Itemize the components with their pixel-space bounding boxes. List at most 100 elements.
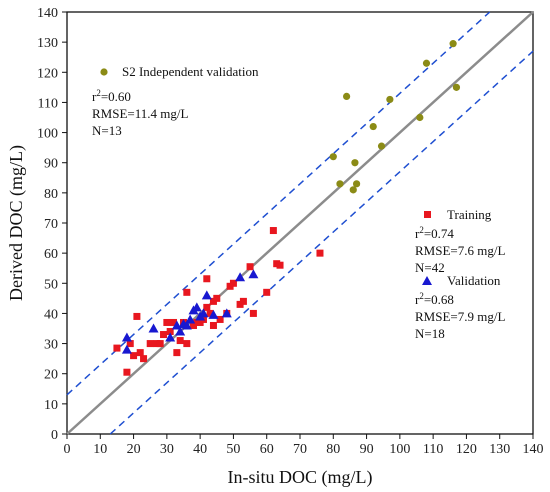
data-point-triangle <box>198 308 209 318</box>
legend-training-marker <box>424 211 431 218</box>
data-point-triangle <box>221 308 232 318</box>
data-point-square <box>163 318 171 326</box>
data-point-square <box>140 355 148 363</box>
data-point-circle <box>329 153 337 161</box>
data-point-square <box>316 249 324 257</box>
data-point-circle <box>349 186 357 194</box>
data-point-triangle <box>185 314 196 324</box>
data-point-square <box>126 340 134 348</box>
x-tick-label: 70 <box>293 442 307 457</box>
data-point-square <box>160 331 168 339</box>
x-tick-label: 40 <box>193 442 207 457</box>
data-point-square <box>203 303 211 311</box>
data-point-square <box>146 340 154 348</box>
y-tick-label: 80 <box>44 187 58 202</box>
training-r2-stat: r2=0.74 <box>415 225 454 241</box>
legend-s2: S2 Independent validation r2=0.60 RMSE=1… <box>92 64 259 138</box>
data-point-square <box>276 261 284 269</box>
legend-training-label: Training <box>447 207 492 222</box>
y-tick-label: 100 <box>37 127 58 142</box>
x-tick-label: 110 <box>423 442 443 457</box>
validation-r2-stat: r2=0.68 <box>415 291 454 307</box>
data-point-circle <box>377 142 386 150</box>
data-point-square <box>263 288 271 296</box>
data-point-circle <box>386 95 394 104</box>
y-tick-label: 0 <box>51 428 58 443</box>
data-point-square <box>209 321 217 329</box>
s2-r2-stat: r2=0.60 <box>92 88 131 104</box>
y-tick-label: 140 <box>37 6 58 21</box>
legend-validation-label: Validation <box>447 273 501 288</box>
data-point-triangle <box>121 344 132 354</box>
x-axis-title: In-situ DOC (mg/L) <box>228 467 373 488</box>
data-point-square <box>183 340 191 348</box>
x-tick-label: 80 <box>326 442 340 457</box>
data-point-square <box>113 344 121 352</box>
y-axis-title: Derived DOC (mg/L) <box>6 145 27 301</box>
data-point-circle <box>422 59 431 67</box>
data-point-triangle <box>208 309 219 319</box>
x-tick-label: 20 <box>127 442 141 457</box>
data-point-triangle <box>191 302 202 312</box>
data-point-square <box>170 318 178 326</box>
y-tick-label: 120 <box>37 66 58 81</box>
x-tick-label: 30 <box>160 442 174 457</box>
y-tick-label: 130 <box>37 36 58 51</box>
data-point-square <box>176 337 184 345</box>
data-point-square <box>246 263 254 271</box>
data-point-triangle <box>148 323 159 333</box>
data-point-square <box>166 328 174 336</box>
data-point-square <box>123 368 131 376</box>
x-tick-label: 60 <box>260 442 274 457</box>
legend-validation: Validation r2=0.68 RMSE=7.9 mg/L N=18 <box>415 273 505 341</box>
data-point-square <box>136 349 144 357</box>
x-tick-label: 100 <box>389 442 410 457</box>
data-point-square <box>133 312 141 320</box>
y-tick-label: 110 <box>38 96 58 111</box>
data-point-circle <box>352 180 361 188</box>
validation-n-stat: N=18 <box>415 326 445 341</box>
legend-training: Training r2=0.74 RMSE=7.6 mg/L N=42 <box>415 207 505 275</box>
x-tick-label: 50 <box>226 442 240 457</box>
data-point-triangle <box>175 326 186 336</box>
legend-s2-marker <box>100 68 108 76</box>
reference-lines <box>66 11 534 435</box>
data-point-circle <box>369 122 377 131</box>
y-axis: 0 10 20 30 40 50 60 70 80 90 100 110 120 130 140 <box>37 6 67 443</box>
legend-s2-label: S2 Independent validation <box>122 64 259 79</box>
x-tick-label: 10 <box>93 442 107 457</box>
legend-validation-marker <box>422 276 432 285</box>
data-point-triangle <box>165 332 176 342</box>
y-tick-label: 30 <box>44 338 58 353</box>
x-tick-label: 130 <box>489 442 510 457</box>
data-point-triangle <box>235 272 246 282</box>
y-tick-label: 90 <box>44 157 58 172</box>
data-point-square <box>206 309 214 317</box>
data-point-circle <box>351 159 359 167</box>
y-tick-label: 20 <box>44 368 58 383</box>
reference-line-1:1 <box>66 11 534 435</box>
data-point-square <box>213 294 221 302</box>
training-n-stat: N=42 <box>415 260 445 275</box>
data-point-square <box>269 227 277 235</box>
y-tick-label: 50 <box>44 277 58 292</box>
y-tick-label: 70 <box>44 217 58 232</box>
data-point-triangle <box>201 290 212 300</box>
x-tick-label: 90 <box>360 442 374 457</box>
x-tick-label: 0 <box>64 442 71 457</box>
data-point-square <box>249 309 257 317</box>
data-point-circle <box>416 113 424 122</box>
data-point-circle <box>449 40 457 48</box>
x-axis: 0 10 20 30 40 50 60 70 80 90 100 110 120 130 140 <box>64 434 544 457</box>
data-point-square <box>203 275 211 283</box>
data-point-triangle <box>121 332 132 342</box>
y-tick-label: 40 <box>44 307 58 322</box>
s2-n-stat: N=13 <box>92 123 122 138</box>
s2-rmse-stat: RMSE=11.4 mg/L <box>92 106 188 121</box>
training-rmse-stat: RMSE=7.6 mg/L <box>415 243 505 258</box>
data-point-square <box>239 297 247 305</box>
data-point-square <box>229 279 237 287</box>
data-point-square <box>183 288 191 296</box>
data-point-circle <box>336 180 344 188</box>
